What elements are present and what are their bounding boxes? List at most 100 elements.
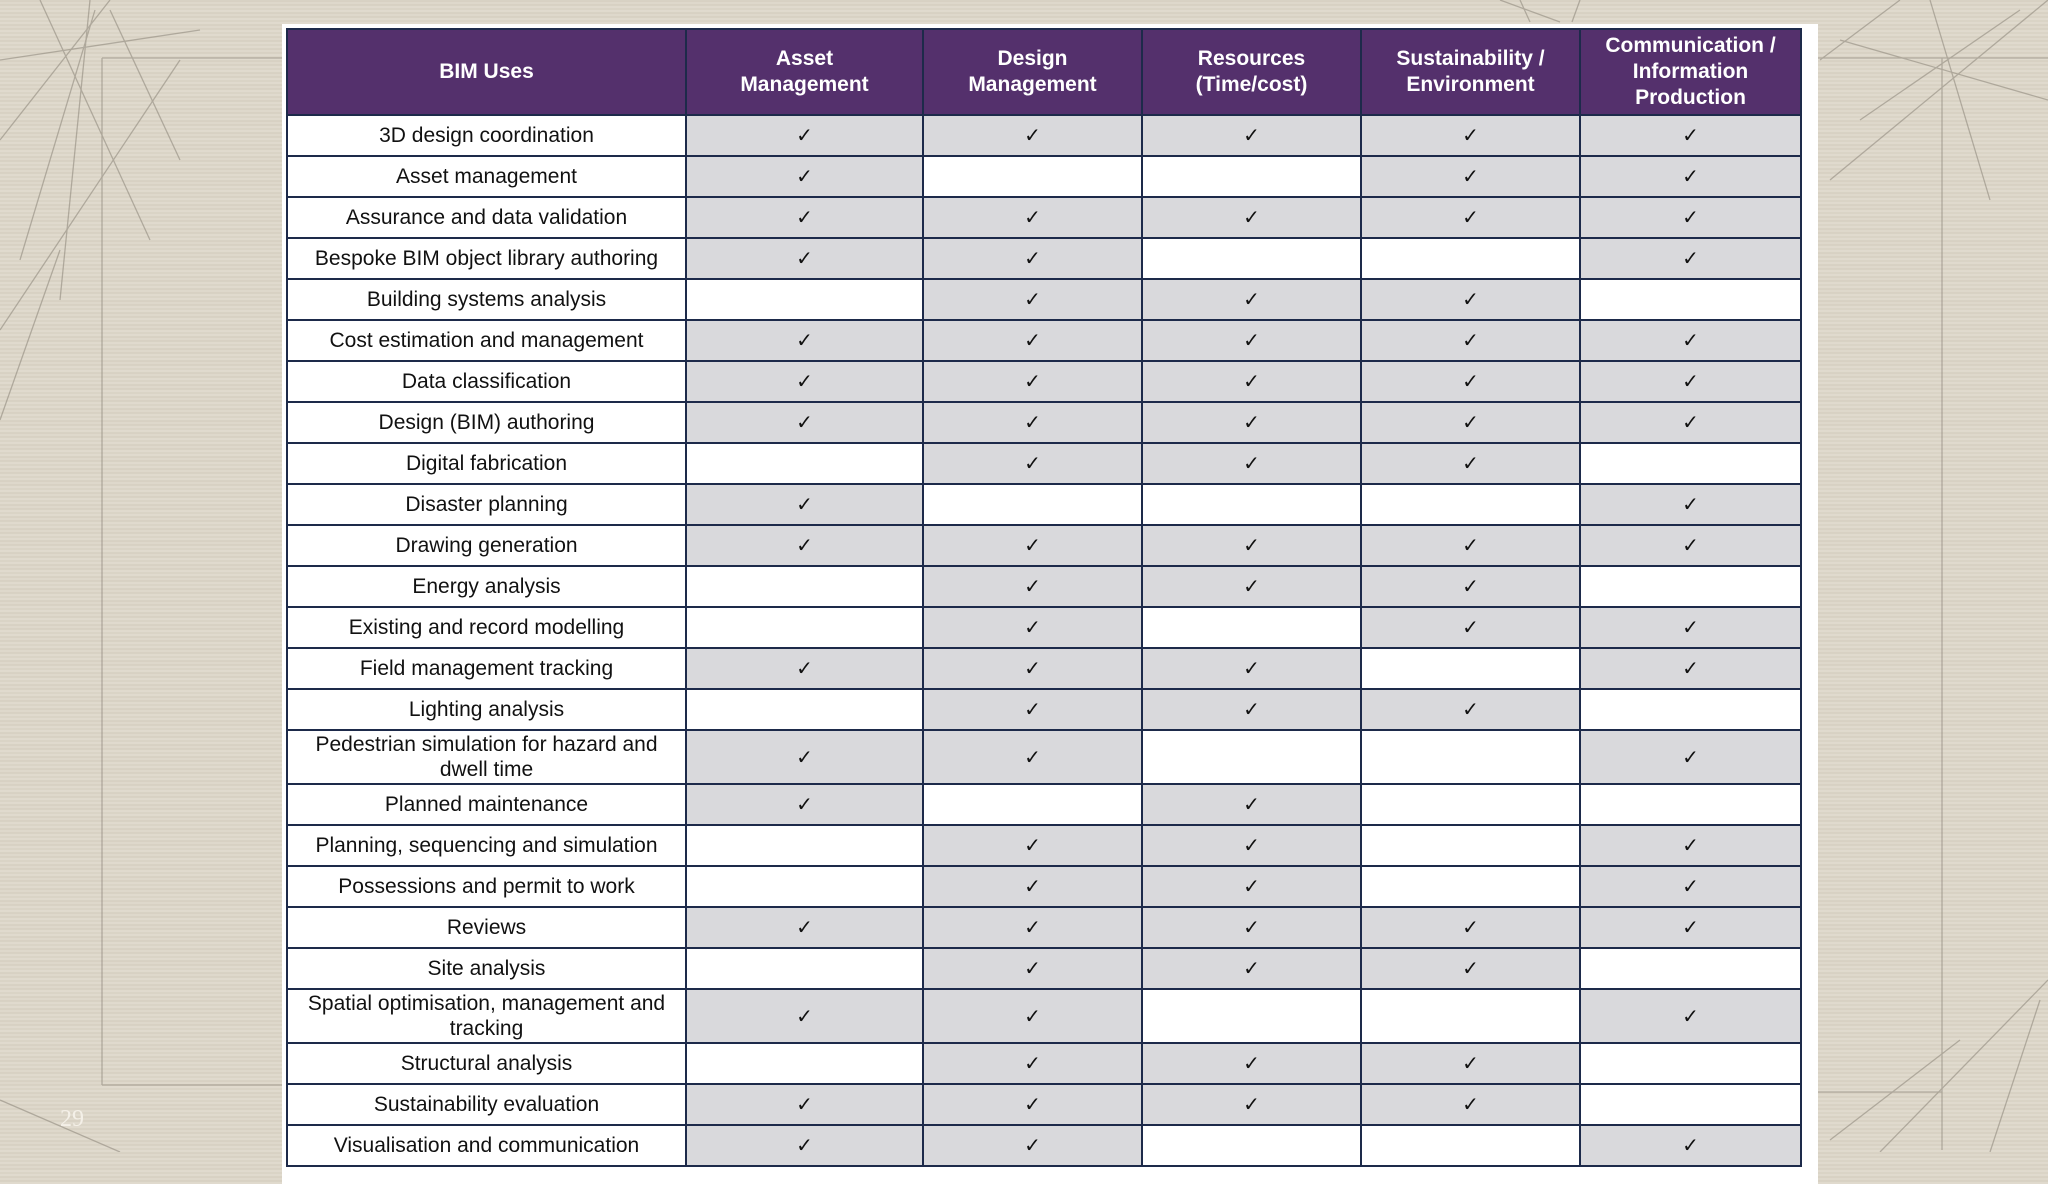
table-header-row: BIM Uses Asset Management Design Managemen… [286, 28, 1802, 116]
table-row: Structural analysis ✓ ✓ ✓ [286, 1042, 1802, 1085]
checked-cell: ✓ [922, 1083, 1143, 1126]
checked-cell: ✓ [1141, 565, 1362, 608]
empty-cell [685, 606, 924, 649]
table-row: Design (BIM) authoring ✓ ✓ ✓ ✓ ✓ [286, 401, 1802, 444]
table-row: Cost estimation and management ✓ ✓ ✓ ✓ ✓ [286, 319, 1802, 362]
checkmark-icon: ✓ [1024, 1092, 1041, 1116]
empty-cell [1141, 606, 1362, 649]
checkmark-icon: ✓ [1024, 410, 1041, 434]
empty-cell [1141, 483, 1362, 526]
checked-cell: ✓ [1141, 783, 1362, 826]
checkmark-icon: ✓ [1024, 574, 1041, 598]
bim-use-label: Drawing generation [286, 524, 687, 567]
table-row: Planning, sequencing and simulation ✓ ✓ ✓ [286, 824, 1802, 867]
checked-cell: ✓ [1141, 824, 1362, 867]
checkmark-icon: ✓ [1682, 915, 1699, 939]
header-design-management: Design Management [922, 28, 1143, 116]
checked-cell: ✓ [922, 442, 1143, 485]
empty-cell [1141, 988, 1362, 1044]
header-asset-management: Asset Management [685, 28, 924, 116]
checked-cell: ✓ [1579, 1124, 1802, 1167]
checkmark-icon: ✓ [1024, 1003, 1041, 1028]
checked-cell: ✓ [1579, 647, 1802, 690]
checkmark-icon: ✓ [796, 533, 813, 557]
bim-use-label: Planned maintenance [286, 783, 687, 826]
empty-cell [1141, 1124, 1362, 1167]
checkmark-icon: ✓ [1462, 697, 1479, 721]
checkmark-icon: ✓ [796, 1133, 813, 1157]
table-row: Energy analysis ✓ ✓ ✓ [286, 565, 1802, 608]
empty-cell [685, 442, 924, 485]
checked-cell: ✓ [1360, 278, 1581, 321]
checkmark-icon: ✓ [1682, 656, 1699, 680]
checkmark-icon: ✓ [1243, 287, 1260, 311]
checked-cell: ✓ [1141, 442, 1362, 485]
checked-cell: ✓ [1360, 155, 1581, 198]
checkmark-icon: ✓ [1243, 123, 1260, 147]
checkmark-icon: ✓ [796, 369, 813, 393]
checkmark-icon: ✓ [1243, 697, 1260, 721]
bim-use-label: Disaster planning [286, 483, 687, 526]
checkmark-icon: ✓ [796, 246, 813, 270]
checked-cell: ✓ [1579, 401, 1802, 444]
bim-use-label: Energy analysis [286, 565, 687, 608]
empty-cell [922, 155, 1143, 198]
background-sketch-lines [0, 0, 2048, 1152]
bim-use-label: Data classification [286, 360, 687, 403]
checkmark-icon: ✓ [1682, 533, 1699, 557]
table-row: 3D design coordination ✓ ✓ ✓ ✓ ✓ [286, 114, 1802, 157]
checkmark-icon: ✓ [1024, 369, 1041, 393]
empty-cell [1579, 278, 1802, 321]
bim-use-label: Asset management [286, 155, 687, 198]
empty-cell [1360, 824, 1581, 867]
checkmark-icon: ✓ [1682, 246, 1699, 270]
checked-cell: ✓ [1141, 947, 1362, 990]
checked-cell: ✓ [1579, 237, 1802, 280]
checkmark-icon: ✓ [1024, 656, 1041, 680]
bim-use-label: Lighting analysis [286, 688, 687, 731]
checked-cell: ✓ [922, 947, 1143, 990]
bim-use-label: Cost estimation and management [286, 319, 687, 362]
checkmark-icon: ✓ [1462, 328, 1479, 352]
table-row: Field management tracking ✓ ✓ ✓ ✓ [286, 647, 1802, 690]
checkmark-icon: ✓ [1024, 874, 1041, 898]
checked-cell: ✓ [922, 360, 1143, 403]
bim-use-label: Reviews [286, 906, 687, 949]
bim-use-label: Existing and record modelling [286, 606, 687, 649]
checkmark-icon: ✓ [1462, 123, 1479, 147]
empty-cell [1141, 237, 1362, 280]
empty-cell [922, 783, 1143, 826]
checked-cell: ✓ [922, 114, 1143, 157]
empty-cell [1141, 155, 1362, 198]
checkmark-icon: ✓ [1024, 123, 1041, 147]
bim-use-label: Digital fabrication [286, 442, 687, 485]
checkmark-icon: ✓ [1024, 1133, 1041, 1157]
empty-cell [685, 824, 924, 867]
checked-cell: ✓ [922, 1124, 1143, 1167]
checked-cell: ✓ [1579, 319, 1802, 362]
empty-cell [1579, 947, 1802, 990]
checked-cell: ✓ [1141, 688, 1362, 731]
checkmark-icon: ✓ [1682, 123, 1699, 147]
checkmark-icon: ✓ [796, 328, 813, 352]
checkmark-icon: ✓ [1243, 1051, 1260, 1075]
empty-cell [685, 688, 924, 731]
checkmark-icon: ✓ [1462, 205, 1479, 229]
bim-use-label: Sustainability evaluation [286, 1083, 687, 1126]
checked-cell: ✓ [1360, 606, 1581, 649]
empty-cell [1360, 483, 1581, 526]
bim-use-label: 3D design coordination [286, 114, 687, 157]
checkmark-icon: ✓ [1024, 1051, 1041, 1075]
empty-cell [1579, 565, 1802, 608]
checked-cell: ✓ [922, 237, 1143, 280]
checked-cell: ✓ [1360, 524, 1581, 567]
table-row: Bespoke BIM object library authoring ✓ ✓ ✓ [286, 237, 1802, 280]
empty-cell [922, 483, 1143, 526]
checked-cell: ✓ [1141, 524, 1362, 567]
checkmark-icon: ✓ [1024, 956, 1041, 980]
checkmark-icon: ✓ [796, 410, 813, 434]
empty-cell [685, 565, 924, 608]
checkmark-icon: ✓ [1462, 287, 1479, 311]
bim-use-label: Assurance and data validation [286, 196, 687, 239]
checkmark-icon: ✓ [796, 123, 813, 147]
